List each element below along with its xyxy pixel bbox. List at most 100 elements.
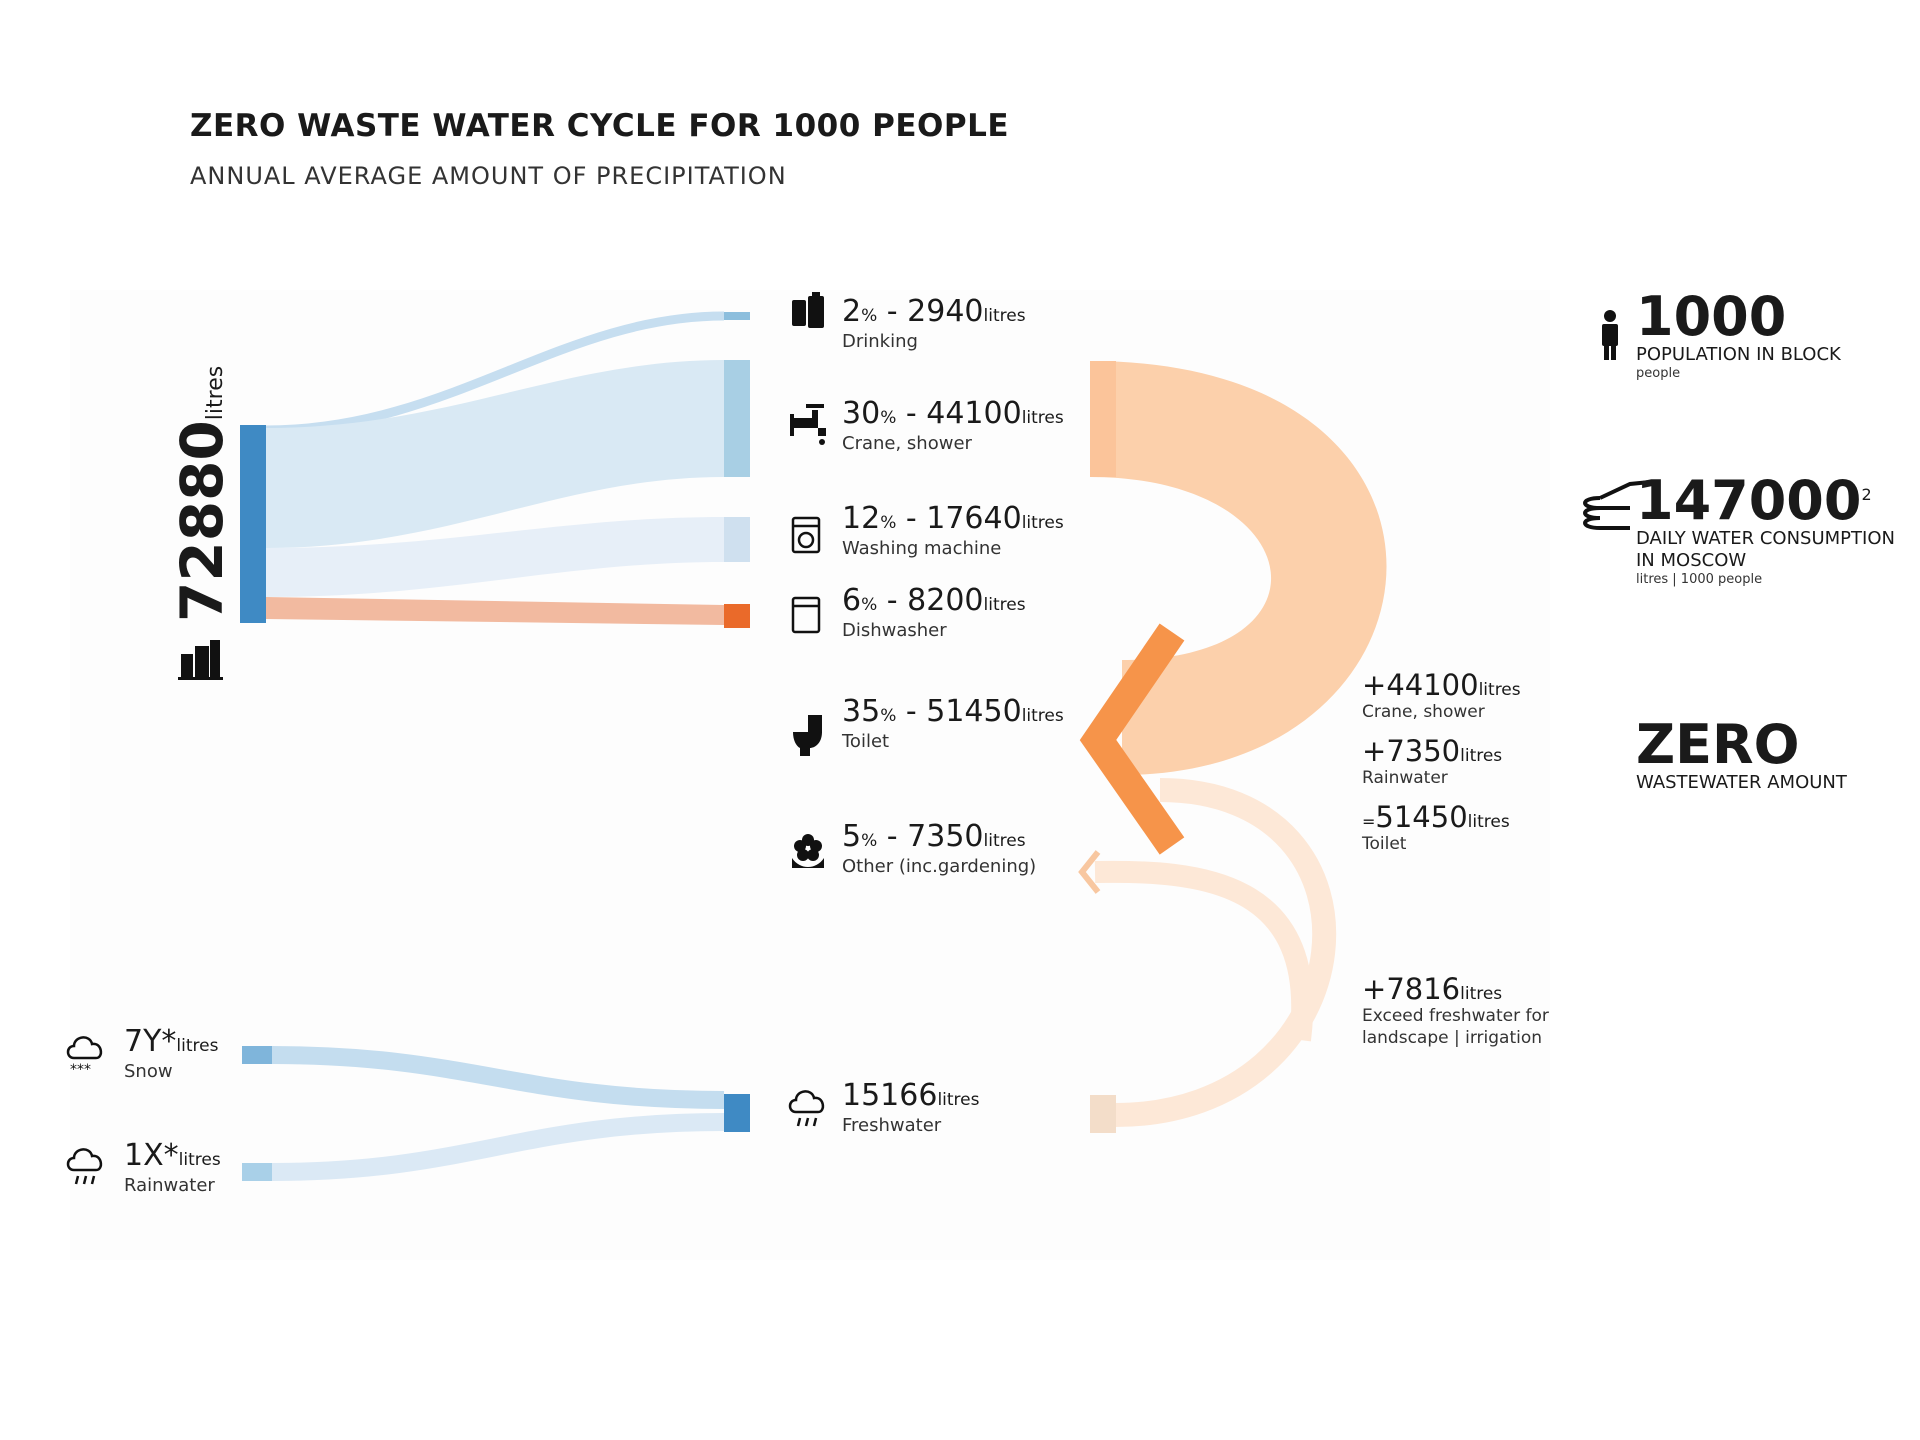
pct-unit: % <box>861 831 878 851</box>
category-pct: 2 <box>842 294 862 329</box>
snow-cloud-icon: *** <box>66 1036 103 1078</box>
recycle-label: Toilet <box>1362 834 1407 854</box>
category-amount: 51450 <box>926 694 1022 729</box>
total-label: 72880litres <box>168 366 236 622</box>
category-drinking: 2% - 2940litres Drinking <box>842 294 1026 352</box>
category-other: 5% - 7350litres Other (inc.gardening) <box>842 819 1036 877</box>
stat-consumption: 1470002 DAILY WATER CONSUMPTION IN MOSCO… <box>1636 468 1895 588</box>
rain-label: 1X*litres Rainwater <box>124 1138 221 1196</box>
consumption-label: DAILY WATER CONSUMPTION <box>1636 528 1895 549</box>
category-washing: 12% - 17640litres Washing machine <box>842 501 1064 559</box>
pale-arc <box>1114 778 1337 1127</box>
total-value: 72880 <box>168 420 236 622</box>
source-flows <box>240 311 750 628</box>
consumption-value: 147000 <box>1636 469 1862 532</box>
page-title: ZERO WASTE WATER CYCLE FOR 1000 PEOPLE <box>190 108 1010 144</box>
unit: litres <box>937 1090 980 1110</box>
node-drinking <box>724 312 750 320</box>
pct-unit: % <box>880 408 897 428</box>
prefix: + <box>1362 972 1387 1006</box>
population-value: 1000 <box>1636 285 1787 348</box>
category-pct: 12 <box>842 501 881 536</box>
consumption-label-2: IN MOSCOW <box>1636 550 1747 571</box>
rain-text: Rainwater <box>124 1175 215 1196</box>
pct-unit: % <box>880 706 897 726</box>
rain-cloud-icon-freshwater <box>788 1090 825 1127</box>
flow-to-washing <box>266 517 724 597</box>
category-amount: 17640 <box>926 501 1022 536</box>
page-subtitle: ANNUAL AVERAGE AMOUNT OF PRECIPITATION <box>190 162 787 190</box>
unit: litres <box>1478 680 1521 700</box>
recycle-amount: 51450 <box>1375 800 1468 834</box>
pct-unit: % <box>861 595 878 615</box>
toilet-icon <box>793 715 822 756</box>
flow-to-dishwasher <box>266 597 724 625</box>
excess-amount: 7816 <box>1386 972 1461 1006</box>
category-label: Crane, shower <box>842 433 972 454</box>
snow-amount: 7Y* <box>124 1024 177 1059</box>
hose-icon <box>1583 480 1651 530</box>
prefix: = <box>1362 812 1376 831</box>
category-amount: 8200 <box>907 583 984 618</box>
rain-amount: 1X* <box>124 1138 179 1173</box>
recycle-amount: 7350 <box>1386 734 1461 768</box>
separator: - <box>896 501 927 536</box>
recycle-amount: 44100 <box>1386 668 1479 702</box>
unit: litres <box>1021 513 1064 533</box>
unit: litres <box>176 1036 219 1056</box>
prefix: + <box>1362 668 1387 702</box>
node-dishwasher <box>724 604 750 628</box>
category-amount: 7350 <box>907 819 984 854</box>
pct-unit: % <box>861 306 878 326</box>
separator: - <box>877 294 908 329</box>
unit: litres <box>1021 408 1064 428</box>
excess-label-2: landscape | irrigation <box>1362 1028 1543 1048</box>
node-freshwater-out <box>1090 1095 1116 1133</box>
category-dishwasher: 6% - 8200litres Dishwasher <box>842 583 1026 641</box>
person-icon <box>1602 310 1618 360</box>
stat-population: 1000 POPULATION IN BLOCK people <box>1636 285 1841 382</box>
category-pct: 6 <box>842 583 862 618</box>
excess-label: Exceed freshwater for <box>1362 1006 1549 1026</box>
separator: - <box>896 396 927 431</box>
unit: litres <box>983 306 1026 326</box>
flow-to-crane <box>266 360 724 548</box>
excess-summary: +7816litres Exceed freshwater for landsc… <box>1362 972 1549 1060</box>
node-snow <box>242 1046 272 1064</box>
snow-text: Snow <box>124 1061 173 1082</box>
separator: - <box>896 694 927 729</box>
node-freshwater <box>724 1094 750 1132</box>
freshwater-amount: 15166 <box>842 1078 938 1113</box>
separator: - <box>877 819 908 854</box>
category-pct: 35 <box>842 694 881 729</box>
category-crane: 30% - 44100litres Crane, shower <box>842 396 1064 454</box>
recycle-summary: +44100litres Crane, shower +7350litres R… <box>1362 668 1521 866</box>
category-amount: 2940 <box>907 294 984 329</box>
freshwater-label: 15166litres Freshwater <box>842 1078 979 1136</box>
flow-to-drinking <box>265 311 725 435</box>
node-crane <box>724 360 750 477</box>
category-label: Toilet <box>842 731 890 752</box>
node-washing <box>724 517 750 562</box>
unit: litres <box>983 831 1026 851</box>
unit: litres <box>1467 812 1510 832</box>
washing-machine-icon <box>791 516 821 554</box>
snow-label: 7Y*litres Snow <box>124 1024 218 1082</box>
unit: litres <box>1460 984 1503 1004</box>
pale-arc-return <box>1094 860 1313 1042</box>
category-label: Dishwasher <box>842 620 947 641</box>
population-sub: people <box>1636 366 1681 381</box>
flow-snow <box>271 1046 725 1109</box>
separator: - <box>877 583 908 618</box>
category-pct: 30 <box>842 396 881 431</box>
node-rain <box>242 1163 272 1181</box>
stat-zero: ZERO WASTEWATER AMOUNT <box>1636 718 1847 794</box>
buildings-icon <box>178 640 223 680</box>
category-label: Drinking <box>842 331 918 352</box>
recycle-label: Rainwater <box>1362 768 1448 788</box>
category-label: Washing machine <box>842 538 1002 559</box>
faucet-icon <box>790 404 826 445</box>
unit: litres <box>178 1150 221 1170</box>
category-amount: 44100 <box>926 396 1022 431</box>
unit: litres <box>983 595 1026 615</box>
